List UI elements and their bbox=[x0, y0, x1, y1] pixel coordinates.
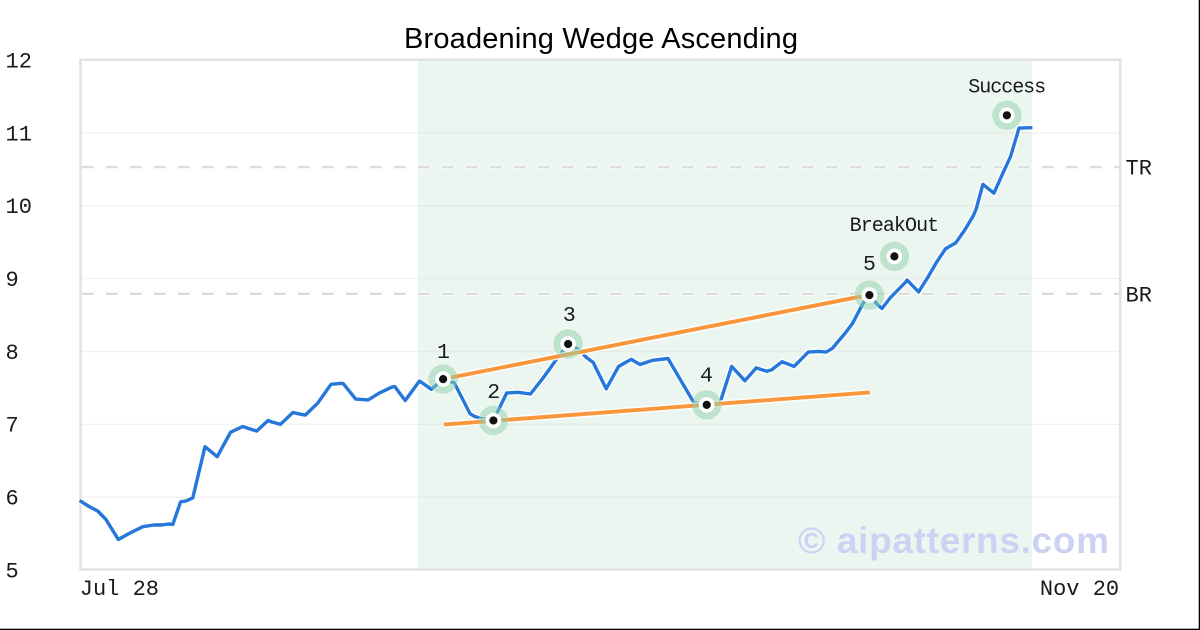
svg-text:12: 12 bbox=[6, 49, 32, 74]
svg-text:6: 6 bbox=[6, 487, 19, 512]
svg-text:© aipatterns.com: © aipatterns.com bbox=[798, 520, 1109, 561]
svg-text:2: 2 bbox=[487, 381, 500, 405]
svg-text:8: 8 bbox=[6, 341, 19, 366]
svg-text:4: 4 bbox=[700, 364, 713, 388]
svg-text:1: 1 bbox=[437, 341, 450, 365]
svg-text:BR: BR bbox=[1126, 283, 1152, 308]
svg-text:9: 9 bbox=[6, 268, 19, 293]
svg-text:5: 5 bbox=[863, 253, 876, 277]
svg-text:10: 10 bbox=[6, 195, 32, 220]
svg-text:11: 11 bbox=[6, 122, 32, 147]
svg-text:Broadening Wedge Ascending: Broadening Wedge Ascending bbox=[404, 23, 798, 55]
svg-text:5: 5 bbox=[6, 559, 19, 584]
svg-text:Jul 28: Jul 28 bbox=[80, 577, 159, 602]
svg-text:TR: TR bbox=[1126, 157, 1152, 182]
svg-text:Nov 20: Nov 20 bbox=[1040, 577, 1119, 602]
svg-text:7: 7 bbox=[6, 414, 19, 439]
svg-text:3: 3 bbox=[563, 304, 576, 328]
svg-text:BreakOut: BreakOut bbox=[850, 215, 940, 238]
svg-text:Success: Success bbox=[968, 77, 1046, 100]
